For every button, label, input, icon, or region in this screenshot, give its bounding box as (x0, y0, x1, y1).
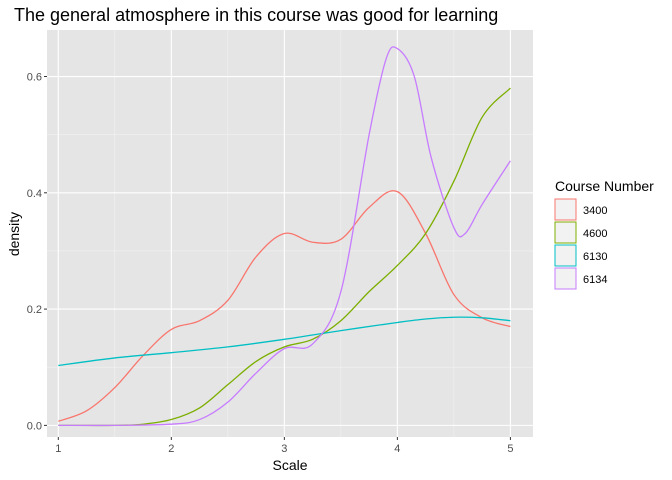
y-tick-label: 0.4 (27, 188, 42, 200)
legend-label-3400: 3400 (583, 205, 607, 217)
chart-title: The general atmosphere in this course wa… (14, 5, 498, 25)
y-tick-label: 0.0 (27, 420, 42, 432)
x-tick-label: 2 (168, 443, 174, 455)
x-tick-label: 5 (507, 443, 513, 455)
x-axis-title: Scale (272, 457, 307, 473)
legend-key-6134 (554, 267, 577, 290)
x-tick-label: 4 (394, 443, 400, 455)
series-line-3400 (58, 190, 511, 422)
y-tick-label: 0.2 (27, 304, 42, 316)
legend-title: Course Number (555, 178, 654, 194)
y-axis-title: density (6, 212, 22, 256)
legend-label-4600: 4600 (583, 228, 607, 240)
x-axis-ticks: 1 2 3 4 5 (55, 437, 513, 455)
legend: Course Number 3400 4600 6130 6134 (554, 178, 654, 290)
y-tick-label: 0.6 (27, 72, 42, 84)
x-tick-label: 1 (55, 443, 61, 455)
legend-label-6130: 6130 (583, 251, 607, 263)
series-line-6130 (58, 316, 511, 367)
x-tick-label: 3 (281, 443, 287, 455)
series-line-6134 (58, 46, 511, 427)
minor-gridlines (47, 30, 533, 437)
legend-key-6130 (554, 244, 577, 267)
series-lines (58, 46, 511, 427)
y-axis-ticks: 0.0 0.2 0.4 0.6 (27, 72, 47, 432)
legend-label-6134: 6134 (583, 274, 607, 286)
legend-key-3400 (554, 198, 577, 221)
legend-key-4600 (554, 221, 577, 244)
